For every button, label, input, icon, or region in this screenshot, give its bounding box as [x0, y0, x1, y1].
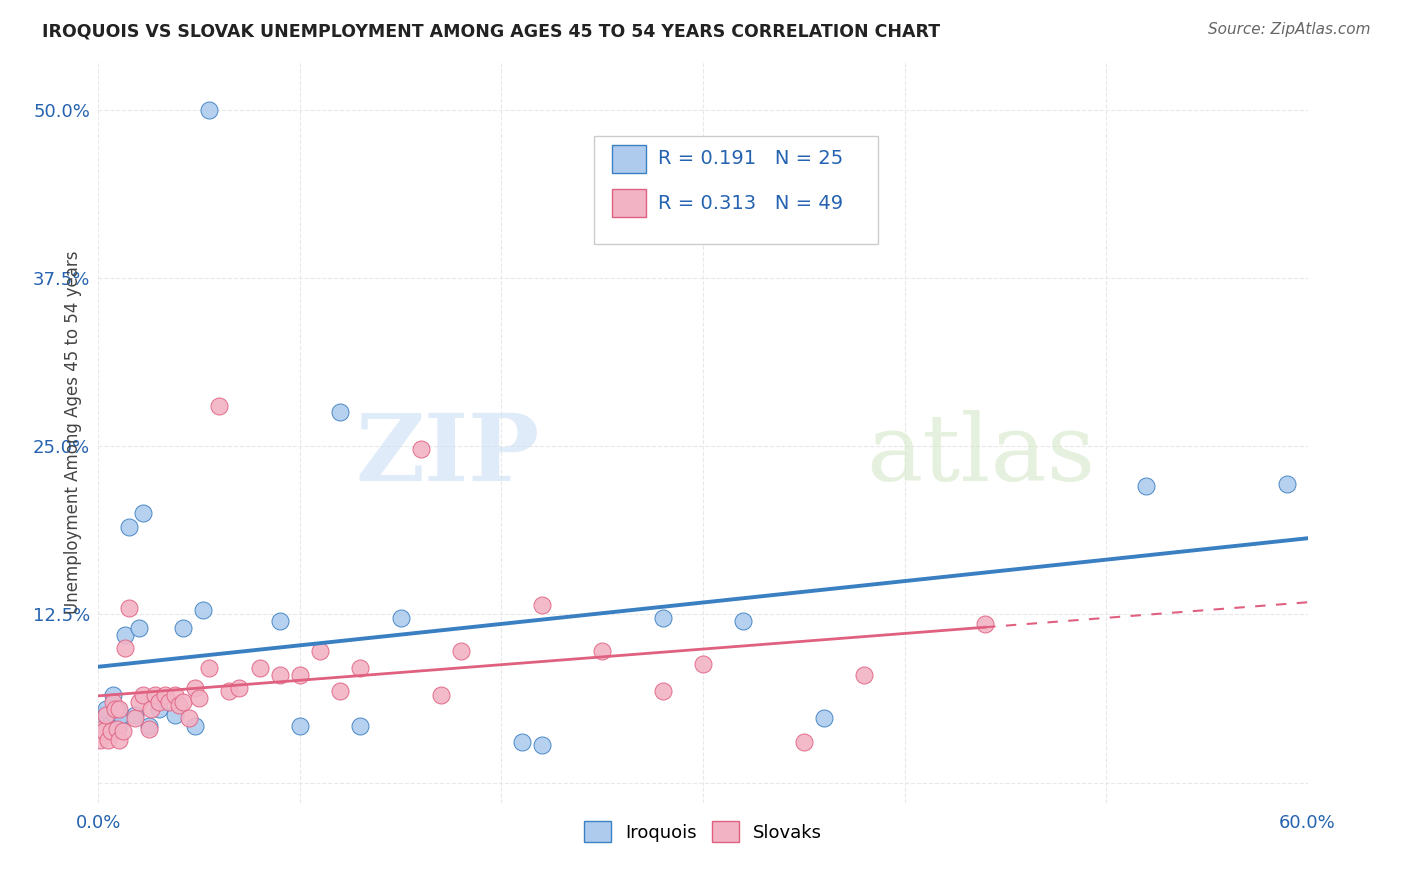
Point	[179, 711, 201, 725]
Point	[132, 688, 155, 702]
Point	[118, 600, 141, 615]
FancyBboxPatch shape	[595, 136, 879, 244]
Point	[974, 616, 997, 631]
Text: IROQUOIS VS SLOVAK UNEMPLOYMENT AMONG AGES 45 TO 54 YEARS CORRELATION CHART: IROQUOIS VS SLOVAK UNEMPLOYMENT AMONG AG…	[42, 22, 941, 40]
Point	[100, 724, 122, 739]
Point	[349, 719, 371, 733]
Point	[510, 735, 533, 749]
Point	[172, 621, 194, 635]
Point	[349, 661, 371, 675]
Point	[96, 708, 118, 723]
Point	[1135, 479, 1157, 493]
Point	[309, 643, 332, 657]
Point	[208, 399, 231, 413]
Point	[97, 732, 120, 747]
Point	[110, 708, 132, 723]
Point	[93, 711, 115, 725]
Text: ZIP: ZIP	[356, 409, 540, 500]
Point	[93, 724, 115, 739]
Point	[89, 717, 111, 731]
Point	[228, 681, 250, 696]
Point	[148, 695, 170, 709]
Point	[105, 722, 128, 736]
Point	[114, 627, 136, 641]
Point	[249, 661, 271, 675]
Point	[430, 688, 453, 702]
Point	[450, 643, 472, 657]
Point	[107, 701, 129, 715]
Point	[692, 657, 714, 672]
Point	[91, 722, 114, 736]
Point	[118, 520, 141, 534]
Point	[591, 643, 613, 657]
Point	[198, 661, 221, 675]
Point	[269, 614, 291, 628]
Point	[1277, 476, 1299, 491]
Point	[188, 690, 211, 705]
Point	[103, 701, 125, 715]
Point	[172, 695, 194, 709]
Point	[97, 719, 120, 733]
Point	[138, 719, 160, 733]
Point	[530, 598, 553, 612]
Point	[91, 708, 114, 723]
Point	[288, 719, 311, 733]
Point	[793, 735, 815, 749]
Text: Source: ZipAtlas.com: Source: ZipAtlas.com	[1208, 22, 1371, 37]
Point	[96, 701, 118, 715]
Point	[128, 621, 150, 635]
Point	[143, 688, 166, 702]
Point	[218, 684, 240, 698]
Point	[89, 732, 111, 747]
Legend: Iroquois, Slovaks: Iroquois, Slovaks	[576, 814, 830, 849]
Point	[651, 684, 673, 698]
Point	[530, 738, 553, 752]
Bar	[613, 189, 647, 217]
Point	[329, 405, 352, 419]
Point	[101, 688, 124, 702]
Point	[409, 442, 432, 456]
Point	[103, 708, 125, 723]
Point	[329, 684, 352, 698]
Point	[167, 698, 190, 712]
Point	[128, 695, 150, 709]
Point	[389, 611, 412, 625]
Point	[853, 668, 876, 682]
Point	[124, 708, 146, 723]
Text: atlas: atlas	[866, 409, 1095, 500]
Point	[132, 507, 155, 521]
Text: R = 0.191   N = 25: R = 0.191 N = 25	[658, 149, 844, 169]
Point	[733, 614, 755, 628]
Point	[101, 695, 124, 709]
Point	[105, 701, 128, 715]
Point	[107, 732, 129, 747]
Point	[138, 722, 160, 736]
Point	[124, 711, 146, 725]
Point	[114, 640, 136, 655]
Point	[163, 688, 186, 702]
Point	[813, 711, 835, 725]
Point	[107, 719, 129, 733]
Point	[139, 701, 162, 715]
Y-axis label: Unemployment Among Ages 45 to 54 years: Unemployment Among Ages 45 to 54 years	[63, 251, 82, 615]
Point	[184, 681, 207, 696]
Point	[163, 708, 186, 723]
Text: R = 0.313   N = 49: R = 0.313 N = 49	[658, 194, 844, 212]
Point	[193, 603, 215, 617]
Point	[651, 611, 673, 625]
Point	[157, 695, 180, 709]
Point	[111, 724, 134, 739]
Point	[148, 701, 170, 715]
Point	[288, 668, 311, 682]
Point	[198, 103, 221, 117]
Point	[269, 668, 291, 682]
Point	[153, 688, 176, 702]
Point	[184, 719, 207, 733]
Bar	[613, 145, 647, 173]
